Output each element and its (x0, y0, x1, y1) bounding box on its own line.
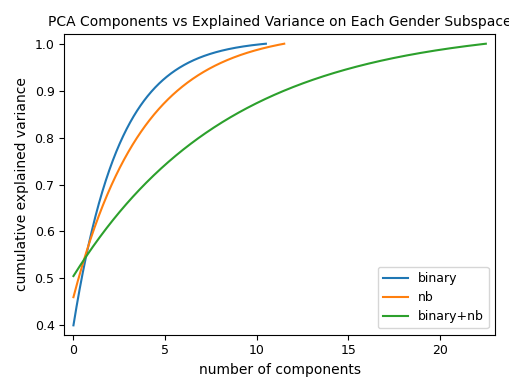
nb (280, 42, 287, 46)
nb (170, 92, 176, 96)
binary (185, 60, 191, 65)
binary (161, 76, 167, 81)
nb (275, 42, 281, 47)
Line: binary+nb: binary+nb (73, 44, 485, 276)
binary+nb (408, 52, 414, 57)
Y-axis label: cumulative explained variance: cumulative explained variance (15, 78, 29, 292)
binary+nb (268, 94, 274, 98)
Legend: binary, nb, binary+nb: binary, nb, binary+nb (377, 267, 488, 328)
nb (243, 51, 249, 55)
binary (70, 323, 76, 328)
binary+nb (293, 83, 299, 88)
binary (228, 46, 234, 51)
binary (262, 42, 268, 46)
nb (184, 80, 190, 85)
binary (174, 67, 180, 71)
binary (258, 42, 264, 47)
binary+nb (482, 42, 488, 46)
binary (162, 75, 168, 80)
X-axis label: number of components: number of components (198, 363, 360, 377)
nb (172, 91, 178, 95)
nb (195, 73, 202, 77)
nb (70, 295, 76, 299)
binary+nb (315, 75, 321, 80)
binary+nb (266, 95, 272, 100)
Line: nb: nb (73, 44, 284, 297)
Title: PCA Components vs Explained Variance on Each Gender Subspace: PCA Components vs Explained Variance on … (48, 15, 509, 29)
binary+nb (472, 43, 478, 47)
Line: binary: binary (73, 44, 265, 325)
binary+nb (70, 274, 76, 278)
